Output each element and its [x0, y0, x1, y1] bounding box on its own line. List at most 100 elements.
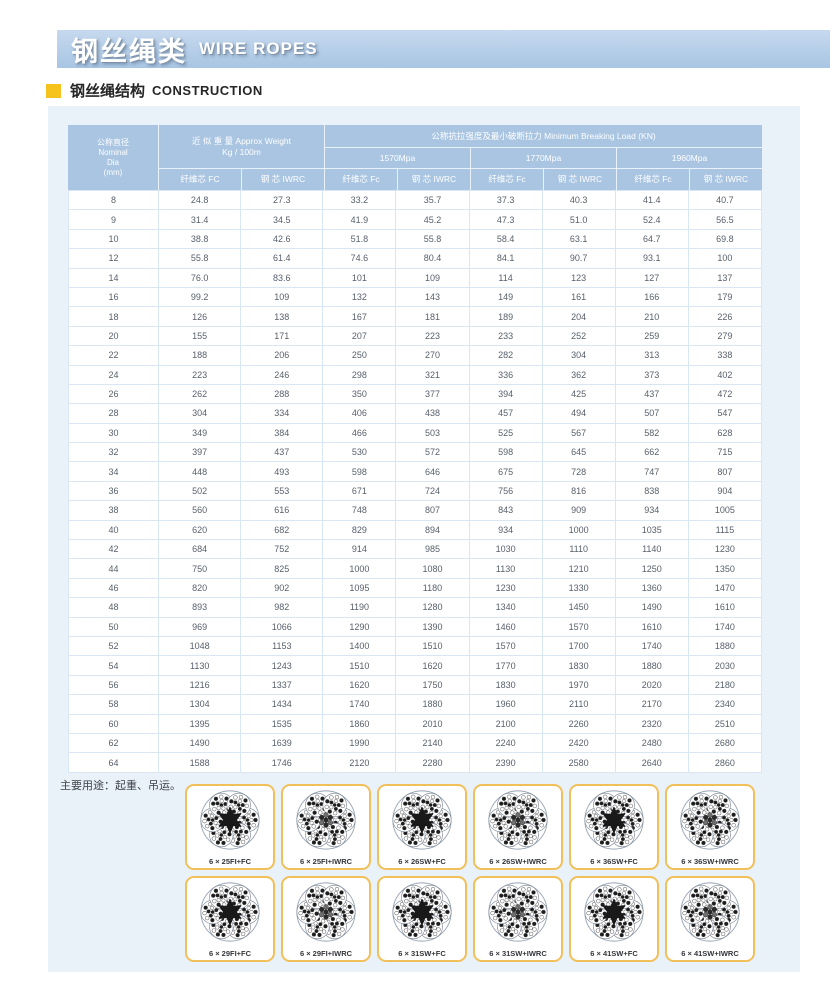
cell-value: 1005 [687, 500, 763, 521]
cell-value: 1230 [687, 539, 763, 560]
cell-value: 127 [614, 267, 689, 288]
rope-cross-section-image [584, 790, 644, 850]
cell-value: 2320 [614, 713, 689, 734]
cell-value: 55.8 [158, 248, 242, 269]
cell-diameter: 12 [67, 248, 160, 269]
cell-value: 748 [322, 500, 397, 521]
cell-value: 2340 [687, 694, 763, 715]
cell-value: 909 [541, 500, 616, 521]
cell-value: 1390 [395, 616, 470, 637]
cell-value: 437 [240, 442, 324, 463]
cell-value: 507 [614, 403, 689, 424]
spec-table-header: 公称直径 Nominal Dia (mm) 近 似 重 量 Approx Wei… [68, 125, 762, 190]
cell-value: 1990 [322, 732, 397, 754]
cell-value: 628 [687, 422, 763, 444]
rope-construction-label: 6 × 29FI+IWRC [299, 949, 353, 958]
cell-value: 2860 [687, 752, 763, 773]
section-heading: 钢丝绳结构 CONSTRUCTION [46, 80, 263, 101]
cell-value: 123 [541, 267, 616, 288]
cell-value: 560 [158, 500, 242, 521]
cell-value: 179 [687, 286, 763, 308]
cell-value: 2680 [687, 732, 763, 754]
cell-value: 226 [687, 306, 763, 327]
cell-value: 914 [322, 539, 397, 560]
cell-value: 397 [158, 442, 242, 463]
table-row: 12 55.8 61.4 74.6 80.4 84.1 90.7 93.1 100 [67, 248, 763, 269]
cell-value: 1620 [395, 655, 470, 676]
cell-value: 985 [395, 539, 470, 560]
cell-value: 1510 [322, 655, 397, 676]
cell-value: 472 [687, 383, 763, 405]
rope-cross-section-image [488, 790, 548, 850]
rope-cross-section-image [488, 882, 548, 942]
cell-value: 662 [614, 442, 689, 463]
cell-value: 1140 [614, 539, 689, 560]
section-title-english: CONSTRUCTION [152, 83, 263, 98]
cell-value: 2510 [687, 713, 763, 734]
cell-diameter: 26 [67, 383, 160, 405]
cell-value: 223 [158, 364, 242, 385]
cell-value: 829 [322, 519, 397, 541]
cell-value: 752 [240, 539, 324, 560]
rope-construction-label: 6 × 41SW+IWRC [681, 949, 739, 958]
cell-diameter: 18 [67, 306, 160, 327]
cell-value: 206 [240, 345, 324, 366]
cell-value: 1216 [158, 674, 242, 696]
cell-value: 1620 [322, 674, 397, 696]
cell-value: 1030 [468, 539, 543, 560]
cell-value: 2010 [395, 713, 470, 734]
cell-value: 109 [240, 286, 324, 308]
cell-value: 2580 [541, 752, 616, 773]
rope-card: 6 × 29FI+FC [185, 876, 275, 962]
cell-value: 1750 [395, 674, 470, 696]
cell-value: 750 [158, 558, 242, 579]
cell-diameter: 8 [67, 189, 160, 211]
cell-diameter: 60 [67, 713, 160, 734]
table-row: 42 684 752 914 985 1030 1110 1140 1230 [67, 539, 763, 560]
cell-value: 27.3 [240, 189, 324, 211]
rope-card: 6 × 29FI+IWRC [281, 876, 371, 962]
cell-value: 1130 [158, 655, 242, 676]
cell-diameter: 9 [67, 209, 160, 230]
cell-value: 288 [240, 383, 324, 405]
cell-value: 252 [541, 325, 616, 347]
cell-value: 1639 [240, 732, 324, 754]
cell-diameter: 14 [67, 267, 160, 288]
cell-value: 167 [322, 306, 397, 327]
rope-cross-section-image [680, 790, 740, 850]
cell-value: 1490 [158, 732, 242, 754]
cell-value: 2140 [395, 732, 470, 754]
cell-value: 598 [322, 461, 397, 482]
rope-card: 6 × 31SW+IWRC [473, 876, 563, 962]
cell-value: 1880 [687, 635, 763, 657]
cell-value: 894 [395, 519, 470, 541]
rope-construction-label: 6 × 36SW+FC [590, 857, 638, 866]
rope-card: 6 × 41SW+IWRC [665, 876, 755, 962]
cell-value: 671 [322, 480, 397, 502]
cell-value: 41.9 [322, 209, 397, 230]
rope-construction-label: 6 × 41SW+FC [590, 949, 638, 958]
cell-value: 47.3 [468, 209, 543, 230]
cell-value: 582 [614, 422, 689, 444]
cell-value: 210 [614, 306, 689, 327]
cell-value: 1304 [158, 694, 242, 715]
table-row: 22 188 206 250 270 282 304 313 338 [67, 345, 763, 366]
cell-value: 2170 [614, 694, 689, 715]
rope-construction-label: 6 × 36SW+IWRC [681, 857, 739, 866]
cell-value: 2020 [614, 674, 689, 696]
cell-value: 1470 [687, 577, 763, 599]
cell-value: 934 [614, 500, 689, 521]
cell-value: 41.4 [614, 189, 689, 211]
cell-value: 547 [687, 403, 763, 424]
cell-value: 1340 [468, 597, 543, 618]
cell-value: 616 [240, 500, 324, 521]
cell-value: 843 [468, 500, 543, 521]
cell-value: 373 [614, 364, 689, 385]
cell-value: 1746 [240, 752, 324, 773]
cell-value: 838 [614, 480, 689, 502]
cell-value: 1000 [322, 558, 397, 579]
cell-value: 728 [541, 461, 616, 482]
cell-value: 137 [687, 267, 763, 288]
cell-diameter: 36 [67, 480, 160, 502]
cell-value: 1095 [322, 577, 397, 599]
